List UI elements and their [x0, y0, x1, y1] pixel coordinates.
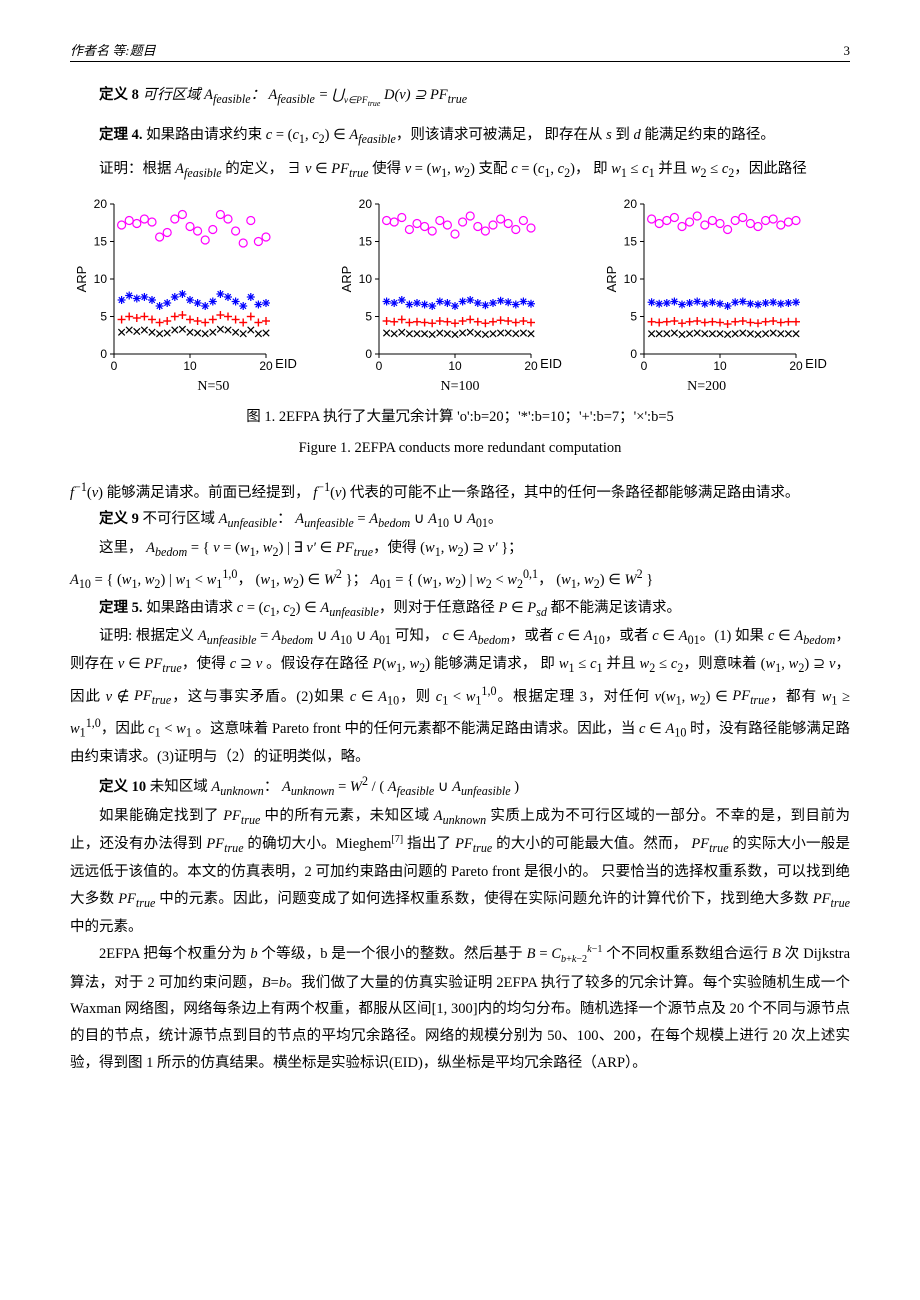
svg-text:0: 0 [630, 347, 637, 361]
body4: 如果能确定找到了 PFtrue 中的所有元素，未知区域 Aunknown 实质上… [70, 803, 850, 941]
svg-text:5: 5 [100, 310, 107, 324]
proof4-text: 证明：根据 Afeasible 的定义， ∃ v ∈ PFtrue 使得 v =… [99, 161, 807, 177]
thm5-text: 如果路由请求 c = (c1, c2) ∈ Aunfeasible，则对于任意路… [143, 600, 682, 616]
panel-label-0: N=50 [90, 374, 337, 400]
page-container: 作者名 等:题目 3 定义 8 可行区域 Afeasible： Afeasibl… [0, 0, 920, 1117]
body2-line: 这里， Abedom = { v = (w1, w2) | ∃ v′ ∈ PFt… [70, 535, 850, 563]
caption-en: Figure 1. 2EFPA conducts more redundant … [70, 435, 850, 462]
svg-text:20: 20 [259, 359, 273, 370]
content: 定义 8 可行区域 Afeasible： Afeasible = ⋃v∈PFtr… [70, 82, 850, 1077]
caption-cn: 图 1. 2EFPA 执行了大量冗余计算 'o':b=20；'*':b=10；'… [70, 404, 850, 431]
svg-text:20: 20 [359, 197, 373, 211]
svg-text:10: 10 [94, 272, 108, 286]
thm5-label: 定理 5. [99, 600, 143, 616]
body3-line: A10 = { (w1, w2) | w1 < w11,0， (w1, w2) … [70, 563, 850, 595]
def10-line: 定义 10 未知区域 Aunknown： Aunknown = W2 / ( A… [70, 770, 850, 802]
svg-text:ARP: ARP [604, 266, 619, 293]
chart-panel-1: 0 5 10 15 20 0 10 20 ARP EID [335, 192, 585, 370]
svg-text:0: 0 [376, 359, 383, 370]
proof4-line: 证明：根据 Afeasible 的定义， ∃ v ∈ PFtrue 使得 v =… [70, 156, 850, 184]
def8-text: 可行区域 Afeasible： Afeasible = ⋃v∈PFtrue D(… [139, 87, 467, 103]
thm5-line: 定理 5. 如果路由请求 c = (c1, c2) ∈ Aunfeasible，… [70, 595, 850, 623]
svg-text:0: 0 [365, 347, 372, 361]
svg-text:ARP: ARP [339, 266, 354, 293]
thm4-line: 定理 4. 如果路由请求约束 c = (c1, c2) ∈ Afeasible，… [70, 122, 850, 150]
svg-text:EID: EID [275, 356, 297, 370]
svg-text:0: 0 [111, 359, 118, 370]
svg-text:5: 5 [630, 310, 637, 324]
svg-text:20: 20 [94, 197, 108, 211]
def8-line: 定义 8 可行区域 Afeasible： Afeasible = ⋃v∈PFtr… [70, 82, 850, 112]
svg-text:10: 10 [183, 359, 197, 370]
svg-text:10: 10 [713, 359, 727, 370]
svg-text:5: 5 [365, 310, 372, 324]
panel-label-2: N=200 [583, 374, 830, 400]
svg-text:0: 0 [641, 359, 648, 370]
header-left: 作者名 等:题目 [70, 40, 156, 59]
svg-text:10: 10 [448, 359, 462, 370]
body5: 2EFPA 把每个权重分为 b 个等级，b 是一个很小的整数。然后基于 B = … [70, 941, 850, 1077]
svg-text:20: 20 [789, 359, 803, 370]
chart-panel-2: 0 5 10 15 20 0 10 20 ARP EID [600, 192, 850, 370]
def10-text: 未知区域 Aunknown： Aunknown = W2 / ( Afeasib… [146, 779, 519, 795]
svg-text:20: 20 [524, 359, 538, 370]
svg-text:0: 0 [100, 347, 107, 361]
body1: f−1(v) 能够满足请求。前面已经提到， f−1(v) 代表的可能不止一条路径… [70, 476, 850, 507]
header-page-num: 3 [844, 43, 851, 59]
svg-text:EID: EID [540, 356, 562, 370]
svg-text:15: 15 [624, 235, 638, 249]
proof5: 证明: 根据定义 Aunfeasible = Abedom ∪ A10 ∪ A0… [70, 623, 850, 770]
svg-text:15: 15 [359, 235, 373, 249]
thm4-label: 定理 4. [99, 127, 143, 143]
svg-text:10: 10 [359, 272, 373, 286]
svg-text:15: 15 [94, 235, 108, 249]
def9-text: 不可行区域 Aunfeasible： Aunfeasible = Abedom … [139, 511, 503, 527]
page-header: 作者名 等:题目 3 [70, 40, 850, 62]
svg-text:ARP: ARP [74, 266, 89, 293]
body3-text: A10 = { (w1, w2) | w1 < w11,0， (w1, w2) … [70, 572, 653, 588]
body2-text: 这里， Abedom = { v = (w1, w2) | ∃ v′ ∈ PFt… [99, 540, 523, 556]
def8-label: 定义 8 [99, 87, 139, 103]
thm4-text: 如果路由请求约束 c = (c1, c2) ∈ Afeasible，则该请求可被… [143, 127, 775, 143]
charts-row: 0510152001020ARPEID 0510152001020ARPEID … [70, 192, 850, 370]
svg-text:20: 20 [624, 197, 638, 211]
svg-text:10: 10 [624, 272, 638, 286]
panel-label-1: N=100 [337, 374, 584, 400]
panel-labels: N=50 N=100 N=200 [70, 374, 850, 400]
def10-label: 定义 10 [99, 779, 146, 795]
svg-text:EID: EID [805, 356, 827, 370]
def9-line: 定义 9 不可行区域 Aunfeasible： Aunfeasible = Ab… [70, 506, 850, 534]
def9-label: 定义 9 [99, 511, 139, 527]
chart-panel-0: 0 5 10 15 20 0 10 20 ARP EID [70, 192, 320, 370]
